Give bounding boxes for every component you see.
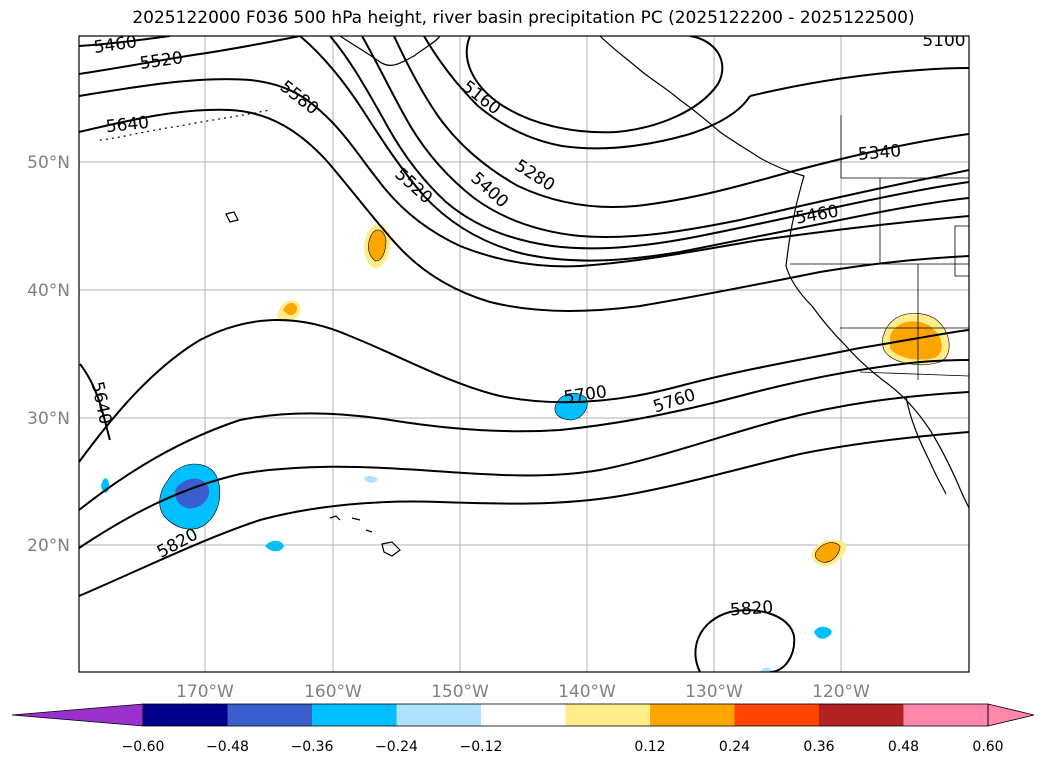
contour-5160 <box>465 36 724 134</box>
border-us-mexico <box>859 371 969 377</box>
lat-label: 50°N <box>27 153 70 173</box>
lon-labels: 170°W 160°W 150°W 140°W 130°W 120°W <box>176 682 870 702</box>
contour-label: 5100 <box>922 31 965 51</box>
contour-5520-nw <box>79 36 301 75</box>
colorbar-ticks: −0.60 −0.48 −0.36 −0.24 −0.12 0.12 0.24 … <box>122 739 1004 755</box>
colorbar-tick-label: 0.12 <box>634 739 665 755</box>
contour-5880 <box>79 431 969 597</box>
contour-label: 5340 <box>857 141 902 165</box>
colorbar <box>11 703 1035 727</box>
precip-blobs <box>101 224 950 672</box>
lat-label: 40°N <box>27 281 70 301</box>
contour-5700 <box>79 318 969 463</box>
contour-5640-west <box>79 363 111 441</box>
colorbar-segment <box>312 704 397 726</box>
contour-label: 5640 <box>105 113 150 137</box>
colorbar-segment <box>565 704 650 726</box>
lon-label: 150°W <box>431 682 489 702</box>
contour-5340 <box>749 67 969 97</box>
map-title: 2025122000 F036 500 hPa height, river ba… <box>132 8 915 28</box>
lon-label: 170°W <box>176 682 234 702</box>
contour-label: 5460 <box>92 32 138 58</box>
colorbar-tick-label: 0.24 <box>719 739 750 755</box>
hawaii-island-1 <box>329 515 341 521</box>
island-north <box>225 211 239 223</box>
colorbar-segment <box>143 704 228 726</box>
colorbar-border <box>142 703 989 727</box>
contour-label: 5820 <box>729 598 774 621</box>
coastlines <box>99 36 969 557</box>
colorbar-tick-label: 0.48 <box>888 739 919 755</box>
precip-blob-positive-small <box>283 302 297 316</box>
colorbar-extend-low <box>11 703 144 727</box>
contour-5460 <box>329 36 969 250</box>
baja-california <box>905 395 947 495</box>
precip-blob-small-hawaii-west <box>265 540 284 552</box>
precip-blob-positive-north <box>368 229 387 262</box>
contour-5820 <box>79 391 969 549</box>
colorbar-segment <box>650 704 735 726</box>
colorbar-tick-label: 0.60 <box>972 739 1003 755</box>
lat-label: 30°N <box>27 409 70 429</box>
map-area <box>79 36 969 672</box>
colorbar-tick-label: −0.24 <box>375 739 418 755</box>
colorbar-tick-label: −0.12 <box>460 739 503 755</box>
contour-5400 <box>361 36 969 239</box>
state-border-5 <box>954 225 969 277</box>
contour-5460-nw <box>79 36 171 47</box>
colorbar-tick-label: −0.60 <box>122 739 165 755</box>
north-america-coast <box>599 36 969 509</box>
contour-5640 <box>79 108 969 312</box>
colorbar-segment <box>819 704 904 726</box>
precip-blob-mid-pacific <box>554 392 588 421</box>
lon-label: 160°W <box>304 682 362 702</box>
precip-blob-mexico <box>814 542 841 563</box>
hawaii-big-island <box>381 541 401 557</box>
hawaii-island-2 <box>351 517 361 521</box>
lon-label: 120°W <box>812 682 870 702</box>
colorbar-segment <box>227 704 312 726</box>
contour-5220 <box>423 36 751 150</box>
precip-blob-south <box>814 626 832 639</box>
height-contours <box>79 36 969 672</box>
colorbar-tick-label: 0.36 <box>803 739 834 755</box>
map-frame <box>78 35 970 673</box>
precip-blob-edge <box>760 667 772 672</box>
colorbar-segment <box>734 704 819 726</box>
aleutian-islands <box>99 109 271 141</box>
contour-5760 <box>79 359 969 511</box>
precip-blob-california <box>890 321 942 360</box>
colorbar-segment <box>481 704 566 726</box>
colorbar-segment <box>903 704 988 726</box>
colorbar-extend-high <box>987 703 1035 727</box>
precip-blob-tiny <box>364 475 378 483</box>
lat-label: 20°N <box>27 536 70 556</box>
colorbar-tick-label: −0.48 <box>206 739 249 755</box>
contour-5820-south <box>694 609 796 672</box>
colorbar-tick-label: −0.36 <box>291 739 334 755</box>
lat-labels: 50°N 40°N 30°N 20°N <box>27 153 70 556</box>
lon-label: 130°W <box>685 682 743 702</box>
contour-5520 <box>299 36 969 262</box>
contour-5580 <box>79 78 969 268</box>
contour-5280 <box>393 36 969 209</box>
hawaii-island-3 <box>365 529 373 533</box>
lon-label: 140°W <box>558 682 616 702</box>
colorbar-segment <box>396 704 481 726</box>
